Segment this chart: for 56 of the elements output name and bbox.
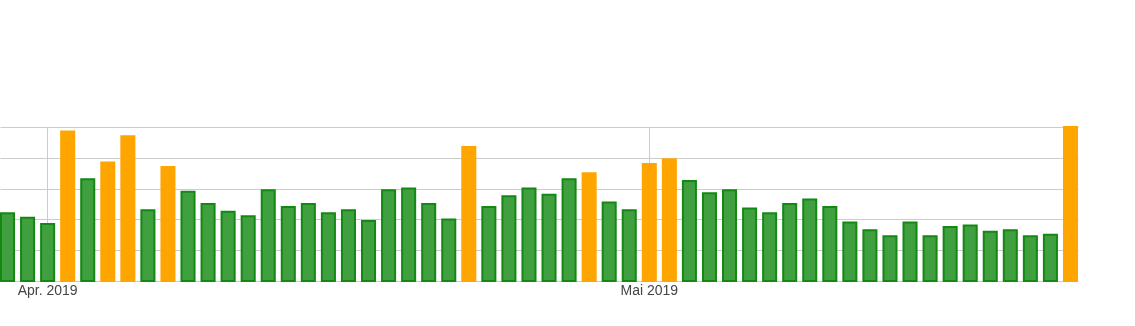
bar: [240, 215, 256, 282]
bar: [621, 209, 637, 282]
bar: [1042, 233, 1058, 282]
bar: [381, 189, 397, 282]
bar: [481, 206, 497, 282]
bar: [120, 135, 136, 282]
bar: [461, 146, 477, 282]
bar: [902, 221, 918, 282]
bar: [541, 193, 557, 282]
bar: [942, 226, 958, 282]
bar: [1002, 229, 1018, 282]
bar: [100, 161, 116, 282]
bar: [641, 162, 657, 282]
bar: [441, 218, 457, 282]
bar: [260, 189, 276, 282]
bar: [401, 187, 417, 282]
bar: [561, 178, 577, 282]
bar: [140, 209, 156, 282]
bar: [200, 203, 216, 282]
bar: [922, 235, 938, 282]
bar: [300, 203, 316, 282]
x-tick-label: Mai 2019: [620, 281, 679, 298]
bar: [742, 207, 758, 282]
bar: [180, 190, 196, 282]
bar: [701, 192, 717, 282]
bar: [80, 178, 96, 282]
bar: [0, 212, 16, 282]
bar: [862, 229, 878, 282]
bar: [421, 203, 437, 282]
bar: [320, 212, 336, 282]
bar: [160, 166, 176, 282]
bar: [361, 219, 377, 282]
bar: [762, 212, 778, 282]
bar: [1062, 126, 1078, 282]
bar: [661, 158, 677, 282]
bar: [962, 224, 978, 282]
bar: [60, 130, 76, 282]
bar: [501, 195, 517, 282]
bar: [20, 216, 36, 282]
bar: [681, 179, 697, 282]
bar: [882, 235, 898, 282]
bar: [521, 187, 537, 282]
bar: [982, 230, 998, 282]
bar: [722, 189, 738, 282]
x-tick-label: Apr. 2019: [17, 281, 78, 298]
bar: [280, 206, 296, 282]
bar: [1022, 235, 1038, 282]
bar: [220, 210, 236, 282]
bar: [782, 203, 798, 282]
bar: [340, 209, 356, 282]
bar: [822, 206, 838, 282]
bar: [581, 172, 597, 282]
bar: [842, 221, 858, 282]
bar: [601, 201, 617, 282]
bar: [40, 223, 56, 282]
bar: [802, 198, 818, 282]
